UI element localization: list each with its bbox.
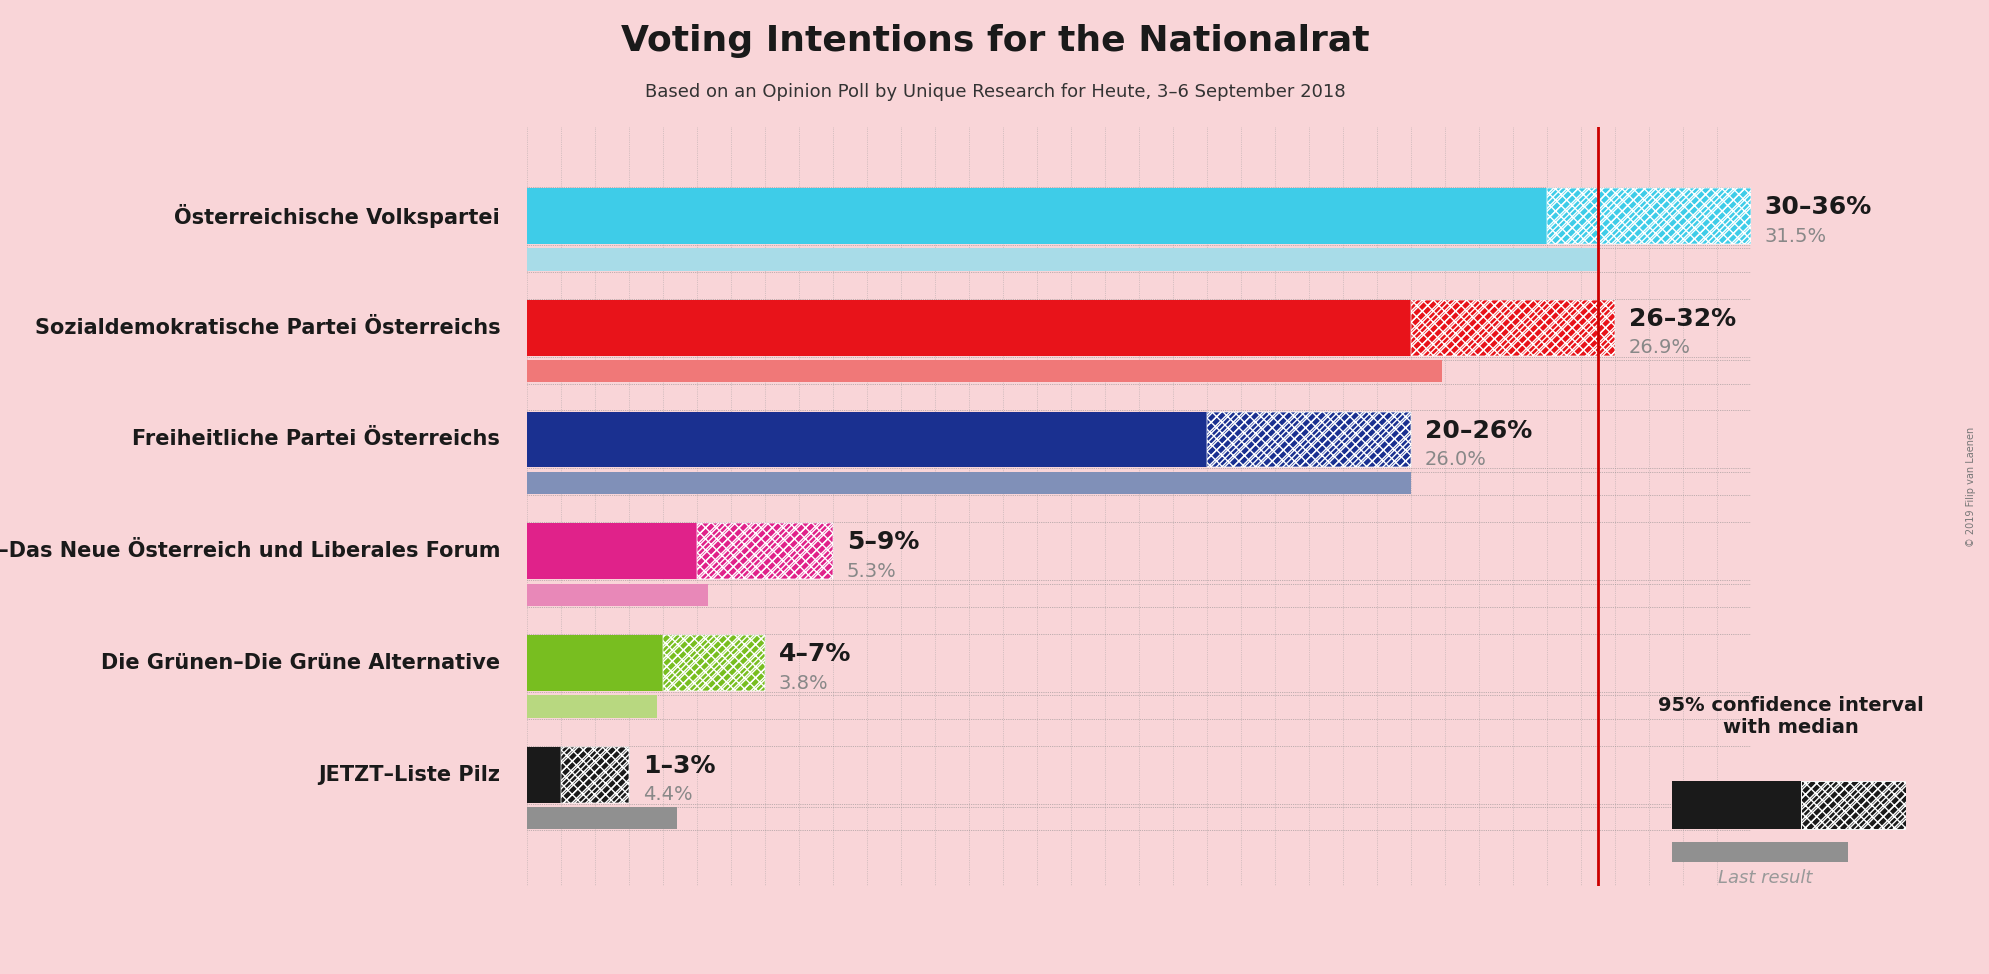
Bar [527, 300, 1410, 356]
Bar [1671, 781, 1800, 829]
Bar [1207, 411, 1410, 468]
Bar [1410, 300, 1615, 356]
Bar [527, 188, 1547, 244]
Bar [662, 635, 766, 691]
Text: 3.8%: 3.8% [778, 673, 827, 693]
Bar [561, 747, 629, 803]
Text: 1–3%: 1–3% [642, 754, 716, 777]
Bar [1800, 781, 1905, 829]
Bar [1207, 411, 1410, 468]
Text: Last result: Last result [1717, 869, 1812, 886]
Text: NEOS–Das Neue Österreich und Liberales Forum: NEOS–Das Neue Österreich und Liberales F… [0, 542, 499, 561]
Text: 5.3%: 5.3% [847, 562, 897, 581]
Text: JETZT–Liste Pilz: JETZT–Liste Pilz [318, 765, 499, 785]
Text: 4–7%: 4–7% [778, 642, 851, 666]
Bar [1800, 781, 1905, 829]
Text: Voting Intentions for the Nationalrat: Voting Intentions for the Nationalrat [621, 24, 1368, 58]
Bar [527, 807, 676, 830]
Text: 26.9%: 26.9% [1629, 338, 1691, 357]
Bar [527, 471, 1410, 494]
Bar [561, 747, 629, 803]
Bar [527, 411, 1207, 468]
Text: 95% confidence interval
with median: 95% confidence interval with median [1657, 696, 1923, 737]
Text: Based on an Opinion Poll by Unique Research for Heute, 3–6 September 2018: Based on an Opinion Poll by Unique Resea… [644, 83, 1345, 100]
Bar [662, 635, 766, 691]
Bar [696, 523, 833, 580]
Text: 26–32%: 26–32% [1629, 307, 1734, 331]
Text: Freiheitliche Partei Österreichs: Freiheitliche Partei Österreichs [131, 430, 499, 449]
Bar [527, 635, 662, 691]
Text: © 2019 Filip van Laenen: © 2019 Filip van Laenen [1965, 427, 1975, 547]
Bar [696, 523, 833, 580]
Bar [1547, 188, 1750, 244]
Text: 4.4%: 4.4% [642, 785, 692, 805]
Bar [1410, 300, 1615, 356]
Bar [1547, 188, 1750, 244]
Text: 30–36%: 30–36% [1764, 195, 1872, 219]
Bar [527, 747, 561, 803]
Bar [527, 695, 656, 718]
Bar [527, 583, 708, 606]
Bar [1671, 843, 1846, 864]
Text: Die Grünen–Die Grüne Alternative: Die Grünen–Die Grüne Alternative [101, 653, 499, 673]
Text: Österreichische Volkspartei: Österreichische Volkspartei [175, 204, 499, 228]
Text: Sozialdemokratische Partei Österreichs: Sozialdemokratische Partei Österreichs [34, 318, 499, 338]
Text: 31.5%: 31.5% [1764, 227, 1826, 245]
Bar [527, 360, 1442, 383]
Bar [527, 248, 1597, 271]
Text: 20–26%: 20–26% [1424, 419, 1532, 442]
Bar [527, 523, 696, 580]
Text: 5–9%: 5–9% [847, 530, 919, 554]
Text: 26.0%: 26.0% [1424, 450, 1486, 469]
